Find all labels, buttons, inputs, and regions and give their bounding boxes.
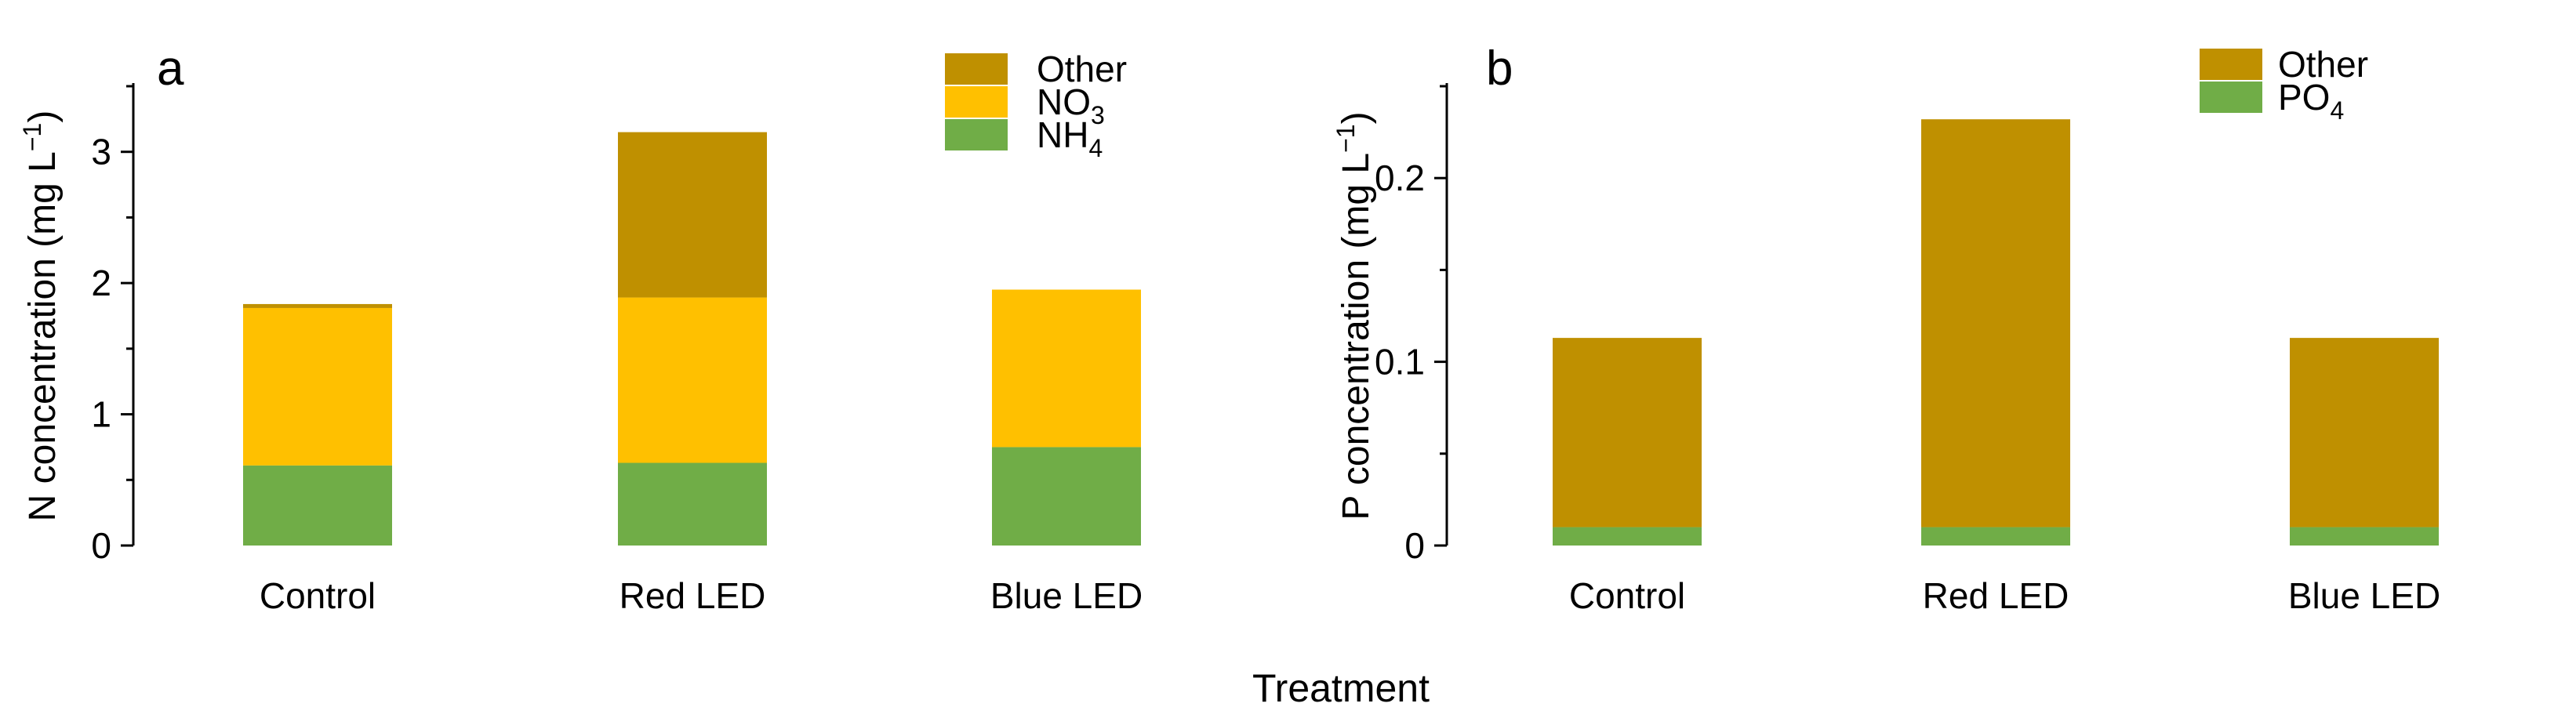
y-axis-title-main: P concentration (mg L	[1335, 153, 1377, 520]
shared-x-axis-title: Treatment	[1252, 666, 1430, 710]
y-axis-title-main: N concentration (mg L	[22, 151, 64, 521]
legend-label-subscript: 4	[1088, 134, 1103, 162]
legend-label-po4: PO4	[2278, 77, 2344, 125]
legend-swatch-nh4	[945, 119, 1008, 150]
y-tick-label: 0	[1404, 525, 1425, 566]
x-tick-label: Blue LED	[2288, 575, 2440, 616]
y-tick-label: 1	[91, 394, 111, 435]
bar-po4-red-led	[1921, 527, 2070, 546]
legend-label-other: Other	[1037, 49, 1127, 89]
x-tick-label: Red LED	[1923, 575, 2069, 616]
legend-swatch-no3	[945, 86, 1008, 118]
legend-swatch-po4	[2200, 82, 2262, 113]
bar-po4-blue-led	[2290, 527, 2439, 546]
panel-label: a	[157, 42, 184, 96]
legend-label-subscript: 3	[1091, 101, 1105, 129]
bar-other-red-led	[618, 132, 767, 298]
bar-other-red-led	[1921, 119, 2070, 527]
y-axis-title: P concentration (mg L−1)	[1332, 111, 1377, 520]
legend-label-main: NO	[1037, 82, 1091, 122]
x-tick-label: Blue LED	[990, 575, 1143, 616]
y-tick-label: 3	[91, 132, 111, 172]
bar-nh4-red-led	[618, 462, 767, 546]
legend-label-main: PO	[2278, 77, 2330, 118]
legend-label-main: Other	[2278, 44, 2368, 85]
legend-label-no3: NO3	[1037, 82, 1105, 129]
bar-no3-blue-led	[992, 289, 1141, 448]
y-tick-label: 2	[91, 263, 111, 303]
legend-label-subscript: 4	[2330, 96, 2344, 125]
y-axis-title: N concentration (mg L−1)	[18, 111, 64, 522]
y-axis-title-superscript: −1	[18, 123, 46, 151]
bar-nh4-blue-led	[992, 447, 1141, 546]
legend-label-main: NH	[1037, 114, 1088, 155]
y-tick-label: 0.2	[1375, 158, 1425, 198]
bar-other-control	[1553, 338, 1702, 527]
bar-no3-red-led	[618, 297, 767, 463]
bar-other-blue-led	[2290, 338, 2439, 527]
legend-swatch-other	[945, 53, 1008, 85]
legend-label-main: Other	[1037, 49, 1127, 89]
x-tick-label: Red LED	[619, 575, 766, 616]
bar-nh4-control	[243, 465, 392, 546]
y-tick-label: 0	[91, 525, 111, 566]
x-tick-label: Control	[260, 575, 376, 616]
legend-label-nh4: NH4	[1037, 114, 1103, 162]
y-tick-label: 0.1	[1375, 342, 1425, 382]
bar-other-control	[243, 303, 392, 308]
y-axis-title-end: )	[1335, 111, 1377, 124]
panel-a-nitrogen: a Control Red LED Blue LED 0 1 2 3 N concentrati…	[18, 42, 1143, 616]
legend-swatch-other	[2200, 49, 2262, 80]
panel-b-phosphorus: b Control Red LED Blue LED 0 0.1 0.2P concentr…	[1332, 42, 2440, 616]
y-axis-title-end: )	[22, 111, 64, 123]
legend-label-other: Other	[2278, 44, 2368, 85]
y-axis-title-superscript: −1	[1332, 124, 1360, 152]
bar-no3-control	[243, 307, 392, 466]
bar-po4-control	[1553, 527, 1702, 546]
x-tick-label: Control	[1569, 575, 1685, 616]
panel-label: b	[1486, 42, 1513, 96]
